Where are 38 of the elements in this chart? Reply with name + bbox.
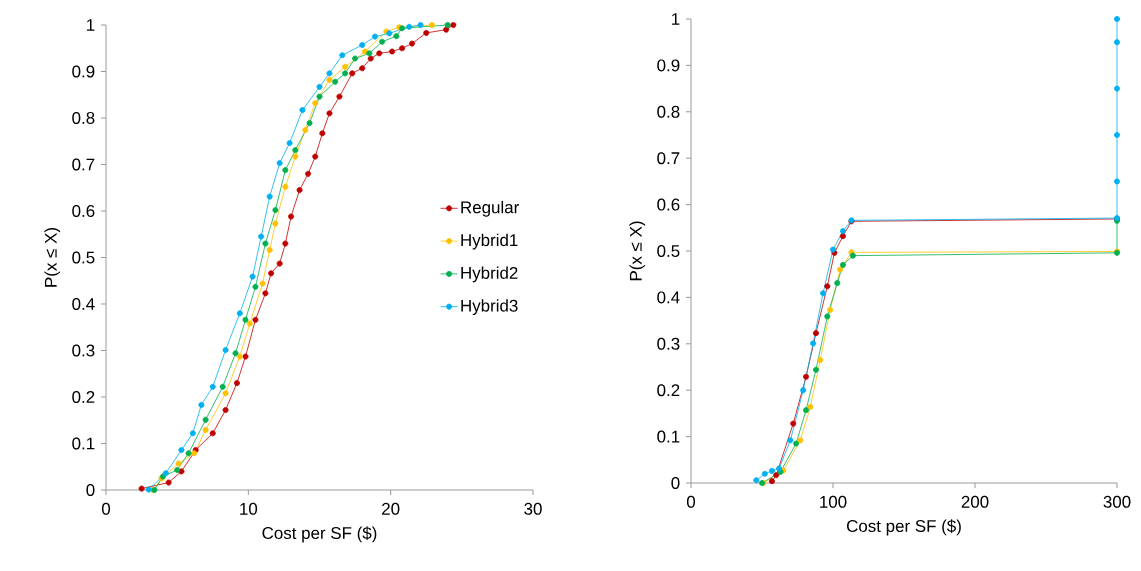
x-tick-label: 20 [382,502,400,515]
x-tick-label: 300 [1103,495,1131,508]
legend-label: Hybrid3 [461,299,518,316]
y-tick-label: 0.1 [72,437,95,450]
y-tick-label: 0.9 [72,65,95,78]
y-tick-label: 0.8 [657,105,680,118]
y-tick-label: 0.8 [72,112,95,124]
y-tick-label: 0.2 [72,391,95,403]
x-tick-label: 200 [961,495,989,508]
y-tick-label: 0.6 [657,198,680,211]
x-tick-label: 100 [820,495,847,508]
y-tick-label: 0.6 [72,205,95,217]
x-tick-label: 30 [524,502,542,515]
x-axis-title: Cost per SF ($) [262,526,377,543]
y-tick-label: 0 [86,484,95,496]
y-tick-label: 0.9 [657,59,680,72]
y-tick-label: 0.4 [72,298,95,310]
y-axis-title: P(x ≤ X) [44,228,61,287]
x-axis-title: Cost per SF ($) [846,519,961,536]
x-tick-label: 0 [686,495,696,508]
x-tick-label: 0 [101,502,111,515]
y-tick-label: 1 [672,13,680,25]
y-tick-label: 0.7 [657,152,680,165]
legend-label: Hybrid2 [461,266,518,283]
x-tick-label: 10 [240,502,258,515]
y-tick-label: 0 [671,477,680,489]
y-tick-label: 0.3 [657,337,680,350]
y-tick-label: 0.7 [72,158,95,171]
y-tick-label: 1 [87,19,95,31]
y-tick-label: 0.3 [72,344,95,357]
y-tick-label: 0.1 [657,430,680,443]
y-tick-label: 0.5 [657,245,680,257]
y-tick-label: 0.5 [72,251,95,264]
y-axis-title: P(x ≤ X) [629,221,646,281]
legend-label: Regular [461,200,519,217]
legend-label: Hybrid1 [461,233,518,250]
y-tick-label: 0.2 [657,384,680,397]
y-tick-label: 0.4 [657,291,680,304]
